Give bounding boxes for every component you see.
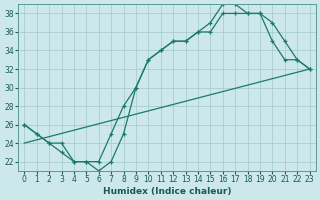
X-axis label: Humidex (Indice chaleur): Humidex (Indice chaleur) <box>103 187 231 196</box>
